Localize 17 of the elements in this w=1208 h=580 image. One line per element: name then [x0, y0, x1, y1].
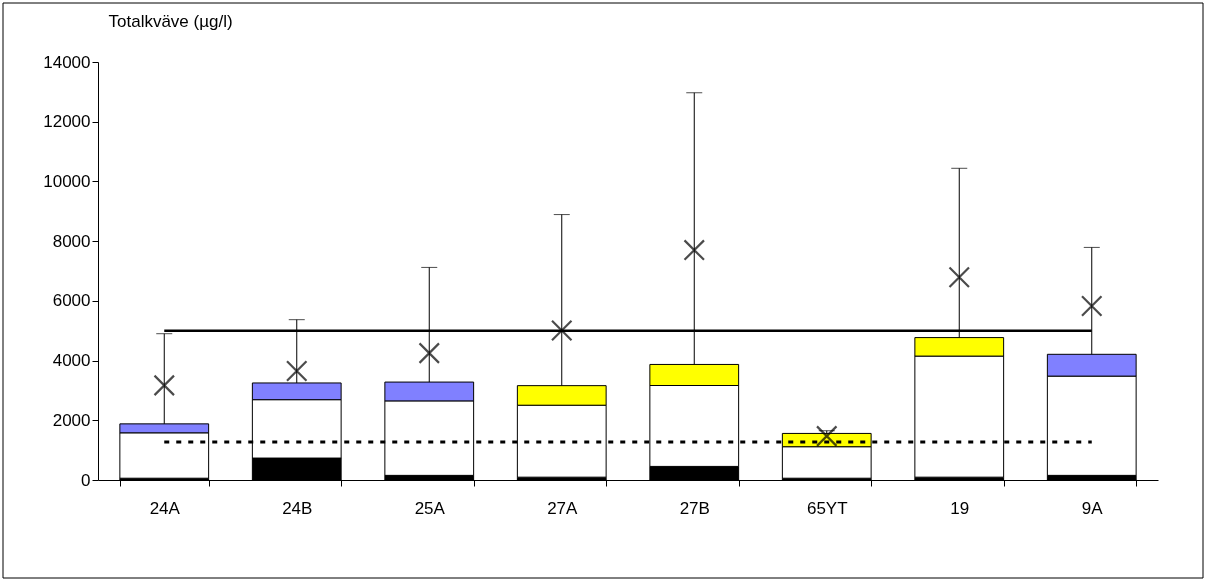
x-tick-label: 27A [547, 498, 579, 518]
y-tick-label: 0 [81, 470, 91, 490]
y-tick-label: 4000 [52, 351, 91, 371]
x-tick-label: 65YT [806, 498, 848, 518]
x-tick-label: 24A [149, 498, 181, 518]
y-tick-label: 14000 [43, 52, 91, 72]
x-tick-label: 27B [679, 498, 710, 518]
x-tick-label: 24B [282, 498, 313, 518]
y-tick-label: 2000 [52, 410, 91, 430]
y-tick-label: 12000 [43, 112, 91, 132]
x-tick-label: 9A [1081, 498, 1104, 518]
y-tick-label: 10000 [43, 171, 91, 191]
y-tick-label: 6000 [52, 291, 91, 311]
x-tick-label: 25A [414, 498, 446, 518]
y-axis-title: Totalkväve (µg/l) [108, 11, 233, 31]
y-tick-label: 8000 [52, 231, 91, 251]
x-tick-label: 19 [950, 498, 970, 518]
